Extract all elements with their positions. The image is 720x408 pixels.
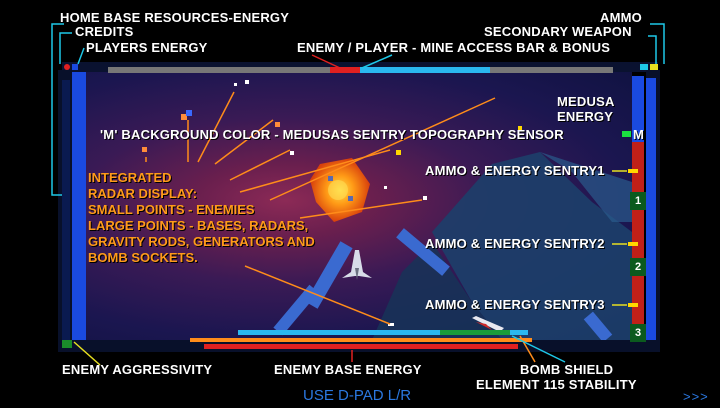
- radar-point: [181, 114, 187, 120]
- next-page-icon[interactable]: >>>: [683, 389, 709, 404]
- bomb-shield-bar: [238, 330, 528, 335]
- radar-point: [142, 147, 147, 152]
- gravity-rod: [583, 311, 613, 340]
- radar-line: GRAVITY RODS, GENERATORS AND: [88, 234, 315, 249]
- sentry2-marker: [628, 242, 638, 246]
- label-bomb-shield: BOMB SHIELD: [520, 362, 614, 377]
- label-sentry2: AMMO & ENERGY SENTRY2: [425, 236, 605, 251]
- label-mine-access: ENEMY / PLAYER - MINE ACCESS BAR & BONUS: [297, 40, 611, 55]
- terrain-rock: [372, 242, 502, 340]
- m-sensor-indicator: [622, 131, 631, 137]
- enemy-base-energy-bar: [204, 344, 518, 349]
- callout-radar-7: [269, 97, 496, 201]
- ammo-indicator: [650, 64, 658, 70]
- label-enemy-aggressivity: ENEMY AGGRESSIVITY: [62, 362, 213, 377]
- callout-ammo: [650, 23, 665, 64]
- radar-line: INTEGRATED: [88, 170, 172, 185]
- sentry3-marker: [628, 303, 638, 307]
- credits-indicator: [64, 64, 70, 70]
- callout-mine-access-red: [311, 54, 341, 69]
- element-stability-bar: [190, 338, 532, 342]
- radar-point: [423, 196, 427, 200]
- credits-indicator-2: [72, 64, 78, 70]
- radar-point: [234, 83, 237, 86]
- game-viewport: [72, 72, 632, 340]
- callout-players-energy: [77, 47, 85, 65]
- label-home-base: HOME BASE RESOURCES-ENERGY: [60, 10, 290, 25]
- players-energy-bar: [72, 72, 86, 340]
- gravity-rod: [273, 284, 319, 336]
- callout-aggressivity: [73, 341, 101, 366]
- terrain-rock: [432, 152, 632, 340]
- radar-point: [384, 186, 387, 189]
- sentry1-number: 1: [630, 192, 646, 210]
- callout-radar-9: [244, 265, 391, 325]
- callout-credits: [59, 32, 72, 64]
- sentry2-number: 2: [630, 258, 646, 276]
- label-secondary-weapon: SECONDARY WEAPON: [484, 24, 632, 39]
- sentry3-number: 3: [630, 324, 646, 342]
- label-enemy-base-energy: ENEMY BASE ENERGY: [274, 362, 422, 377]
- radar-point: [186, 110, 192, 116]
- callout-bomb-shield: [519, 335, 536, 363]
- dpad-hint: USE D-PAD L/R: [303, 387, 412, 404]
- radar-line: LARGE POINTS - BASES, RADARS,: [88, 218, 309, 233]
- gravity-rod: [396, 228, 450, 276]
- callout-radar-8: [299, 199, 423, 219]
- label-credits: CREDITS: [75, 24, 134, 39]
- radar-line: RADAR DISPLAY:: [88, 186, 198, 201]
- callout-secondary-weapon: [648, 35, 657, 64]
- mine-access-bar-player: [360, 67, 490, 73]
- callout-mine-access-cyan: [361, 54, 393, 69]
- label-background-color: 'M' BACKGROUND COLOR - MEDUSAS SENTRY TO…: [100, 127, 564, 142]
- radar-point: [245, 80, 249, 84]
- radar-line: BOMB SOCKETS.: [88, 250, 198, 265]
- mine-access-bar-enemy: [330, 67, 360, 73]
- radar-point: [388, 323, 394, 326]
- label-ammo: AMMO: [600, 10, 642, 25]
- callout-radar-4: [214, 119, 274, 165]
- label-sentry3: AMMO & ENERGY SENTRY3: [425, 297, 605, 312]
- callout-home-base: [51, 23, 64, 196]
- enemy-mine: [310, 158, 370, 222]
- label-m-marker: M: [633, 127, 645, 142]
- secondary-weapon-indicator: [640, 64, 648, 70]
- label-medusa-1: MEDUSA: [557, 94, 615, 109]
- terrain-rock: [540, 152, 632, 222]
- label-medusa-2: ENERGY: [557, 109, 614, 124]
- label-element-stability: ELEMENT 115 STABILITY: [476, 377, 637, 392]
- home-base-energy-bar: [62, 80, 70, 340]
- radar-line: SMALL POINTS - ENEMIES: [88, 202, 255, 217]
- medusa-energy-bar: [646, 78, 656, 340]
- label-sentry1: AMMO & ENERGY SENTRY1: [425, 163, 605, 178]
- radar-point: [518, 126, 522, 130]
- sentry-column: [632, 142, 644, 340]
- sentry-ship: [472, 316, 504, 332]
- scene-art: [142, 80, 632, 340]
- callout-radar-3: [197, 91, 235, 163]
- bomb-shield-bar-green: [440, 330, 510, 335]
- ammo-bar: [632, 76, 644, 142]
- radar-point: [290, 151, 294, 155]
- callout-radar-5: [229, 149, 291, 181]
- radar-point: [275, 122, 280, 127]
- player-ship: [342, 250, 372, 280]
- sentry1-marker: [628, 169, 638, 173]
- radar-legend: INTEGRATED RADAR DISPLAY: SMALL POINTS -…: [88, 170, 315, 266]
- callout-element-stability: [511, 335, 566, 363]
- radar-point: [396, 150, 401, 155]
- label-players-energy: PLAYERS ENERGY: [86, 40, 208, 55]
